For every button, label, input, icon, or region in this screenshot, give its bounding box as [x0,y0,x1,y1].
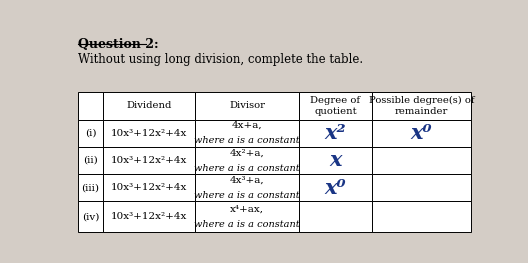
Bar [78,174,102,201]
Text: 10x³+12x²+4x: 10x³+12x²+4x [110,156,187,165]
Bar [195,174,299,201]
Text: where a is a constant: where a is a constant [194,164,300,173]
Text: where a is a constant: where a is a constant [194,220,300,229]
Bar [299,174,372,201]
Bar [78,120,102,147]
Text: (ii): (ii) [83,156,98,165]
Text: where a is a constant: where a is a constant [194,191,300,200]
Text: Possible degree(s) of
remainder: Possible degree(s) of remainder [369,96,474,116]
Bar [102,120,195,147]
Bar [102,147,195,174]
Text: (i): (i) [84,129,96,138]
Bar [372,92,471,120]
Text: 4x+a,: 4x+a, [232,121,262,130]
Bar [299,92,372,120]
Text: Degree of
quotient: Degree of quotient [310,96,361,116]
Bar [299,147,372,174]
Bar [372,147,471,174]
Text: Question 2:: Question 2: [78,38,159,51]
Text: 10x³+12x²+4x: 10x³+12x²+4x [110,183,187,192]
Text: (iii): (iii) [81,183,99,192]
Bar [78,147,102,174]
Text: (iv): (iv) [82,212,99,221]
Text: x⁰: x⁰ [411,123,432,143]
Text: x⁴+ax,: x⁴+ax, [230,204,264,214]
Text: where a is a constant: where a is a constant [194,136,300,145]
Text: 10x³+12x²+4x: 10x³+12x²+4x [110,212,187,221]
Text: 10x³+12x²+4x: 10x³+12x²+4x [110,129,187,138]
Text: Divisor: Divisor [229,102,265,110]
Bar [372,174,471,201]
Bar [195,120,299,147]
Bar [299,120,372,147]
Bar [372,201,471,232]
Text: 4x³+a,: 4x³+a, [230,175,265,184]
Bar [102,201,195,232]
Text: x: x [329,150,342,170]
Bar [195,92,299,120]
Bar [372,120,471,147]
Bar [299,201,372,232]
Bar [195,201,299,232]
Bar [102,92,195,120]
Bar [102,174,195,201]
Bar [78,201,102,232]
Text: 4x²+a,: 4x²+a, [230,148,265,157]
Bar [78,92,102,120]
Text: Dividend: Dividend [126,102,172,110]
Bar [195,147,299,174]
Text: Without using long division, complete the table.: Without using long division, complete th… [78,53,363,66]
Text: x²: x² [325,123,346,143]
Text: x⁰: x⁰ [325,178,346,198]
